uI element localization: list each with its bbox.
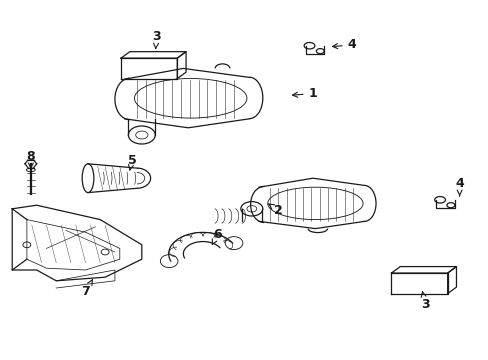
Text: 4: 4: [454, 177, 463, 196]
Text: 6: 6: [212, 228, 222, 244]
Text: 1: 1: [292, 87, 317, 100]
Text: 3: 3: [420, 292, 429, 311]
Text: 2: 2: [268, 204, 283, 217]
Text: 4: 4: [332, 39, 356, 51]
Text: 3: 3: [152, 30, 161, 49]
Text: 5: 5: [127, 154, 136, 170]
Text: 7: 7: [81, 280, 92, 298]
Text: 8: 8: [26, 150, 35, 169]
